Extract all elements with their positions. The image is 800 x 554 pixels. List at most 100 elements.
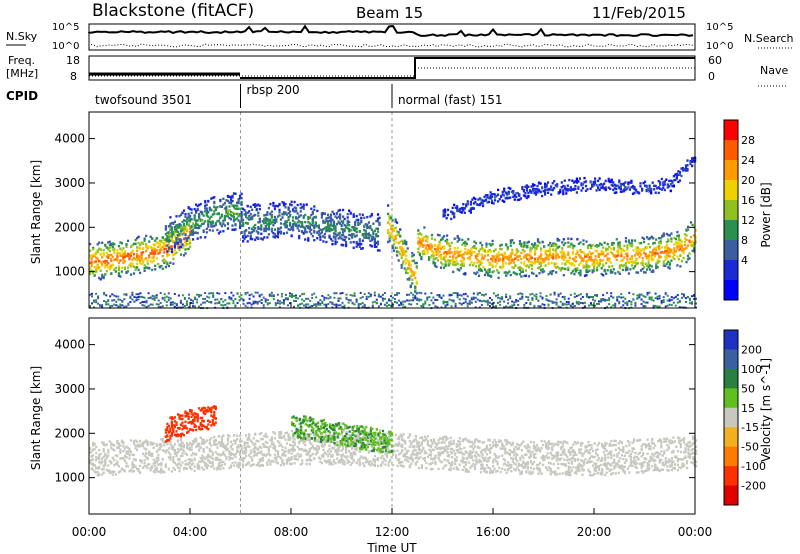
colorbar-tick-6: 4 bbox=[741, 254, 748, 267]
colorbar-cell-4 bbox=[724, 407, 738, 428]
velocity-feature-0 bbox=[89, 430, 698, 477]
colorbar-tick-2: 50 bbox=[741, 382, 755, 395]
date-label: 11/Feb/2015 bbox=[592, 4, 686, 22]
colorbar-tick-5: -50 bbox=[741, 441, 759, 454]
cpid-label: CPID bbox=[6, 89, 38, 103]
colorbar-cell-0 bbox=[724, 120, 738, 141]
y-tick-label-1: 2000 bbox=[54, 426, 85, 440]
colorbar-cell-7 bbox=[724, 466, 738, 487]
colorbar-cell-5 bbox=[724, 427, 738, 448]
colorbar-tick-6: -100 bbox=[741, 460, 766, 473]
noise-left-tick-top: 10^5 bbox=[52, 22, 79, 33]
cpid-segment-0: twofsound 3501 bbox=[95, 93, 192, 107]
freq-tick-bottom: 8 bbox=[70, 70, 77, 83]
velocity-y-ticks: 1000 2000 3000 4000 bbox=[54, 338, 695, 485]
power-y-ticks: 1000 2000 3000 4000 bbox=[54, 132, 695, 279]
colorbar-tick-1: 24 bbox=[741, 154, 755, 167]
noise-search-label: N.Search bbox=[744, 32, 794, 45]
colorbar-tick-2: 20 bbox=[741, 174, 755, 187]
freq-unit: [MHz] bbox=[6, 67, 38, 80]
y-tick-label-2: 3000 bbox=[54, 382, 85, 396]
colorbar-tick-0: 200 bbox=[741, 343, 762, 356]
colorbar-cell-2 bbox=[724, 160, 738, 181]
colorbar-cell-1 bbox=[724, 140, 738, 161]
colorbar-cell-3 bbox=[724, 388, 738, 409]
nave-tick-top: 60 bbox=[708, 54, 722, 67]
colorbar-cell-8 bbox=[724, 280, 738, 301]
noise-right-tick-top: 10^5 bbox=[706, 22, 733, 33]
freq-tick-top: 18 bbox=[66, 54, 80, 67]
velocity-colorbar-label: Velocity [m s^-1] bbox=[759, 358, 773, 462]
power-feature-4 bbox=[417, 221, 697, 280]
colorbar-tick-7: -200 bbox=[741, 480, 766, 493]
colorbar-tick-3: 15 bbox=[741, 402, 755, 415]
colorbar-cell-0 bbox=[724, 330, 738, 350]
colorbar-tick-4: 12 bbox=[741, 214, 755, 227]
y-tick-label-2: 3000 bbox=[54, 176, 85, 190]
x-tick-label-4: 16:00 bbox=[476, 525, 511, 539]
colorbar-cell-8 bbox=[724, 485, 738, 506]
power-near-range-noise bbox=[89, 291, 697, 310]
station-title: Blackstone (fitACF) bbox=[92, 1, 254, 21]
nave-label: Nave bbox=[760, 64, 788, 77]
colorbar-tick-0: 28 bbox=[741, 134, 755, 147]
noise-panel: N.Sky 10^5 10^0 10^5 10^0 N.Search bbox=[6, 22, 794, 52]
freq-label: Freq. bbox=[8, 54, 35, 67]
x-tick-label-3: 12:00 bbox=[375, 525, 410, 539]
colorbar-tick-1: 100 bbox=[741, 363, 762, 376]
velocity-data bbox=[89, 405, 698, 477]
power-data bbox=[89, 156, 697, 310]
nave-line bbox=[89, 67, 695, 77]
noise-right-tick-bottom: 10^0 bbox=[706, 41, 733, 52]
x-tick-label-5: 20:00 bbox=[577, 525, 612, 539]
power-colorbar: 28 24 20 16 12 8 4 bbox=[723, 119, 755, 301]
velocity-feature-1 bbox=[164, 405, 217, 443]
power-feature-3 bbox=[387, 204, 418, 295]
power-feature-1 bbox=[164, 192, 243, 254]
colorbar-cell-6 bbox=[724, 446, 738, 467]
colorbar-tick-3: 16 bbox=[741, 194, 755, 207]
colorbar-cell-2 bbox=[724, 368, 738, 389]
power-feature-2 bbox=[240, 200, 381, 252]
nave-tick-bottom: 0 bbox=[708, 70, 715, 83]
power-y-label: Slant Range [km] bbox=[29, 160, 43, 264]
velocity-y-label: Slant Range [km] bbox=[29, 366, 43, 470]
x-tick-label-0: 00:00 bbox=[72, 525, 107, 539]
x-axis-ticks: 00:00 04:00 08:00 12:00 16:00 20:00 00:00 bbox=[72, 302, 713, 539]
colorbar-cell-6 bbox=[724, 240, 738, 261]
x-axis-title: Time UT bbox=[366, 541, 417, 554]
colorbar-cell-4 bbox=[724, 200, 738, 221]
y-tick-label-0: 1000 bbox=[54, 265, 85, 279]
velocity-feature-2 bbox=[291, 415, 394, 455]
power-panel: 1000 2000 3000 4000 Slant Range [km] bbox=[29, 111, 697, 310]
colorbar-frame bbox=[723, 329, 739, 506]
power-feature-5 bbox=[442, 156, 697, 221]
velocity-colorbar: 200 100 50 15 -15 -50 -100 -200 bbox=[723, 329, 766, 506]
colorbar-cell-1 bbox=[724, 349, 738, 370]
colorbar-cell-7 bbox=[724, 260, 738, 281]
cpid-segments: twofsound 3501 rbsp 200 normal (fast) 151 bbox=[95, 83, 502, 514]
cpid-segment-2: normal (fast) 151 bbox=[398, 93, 502, 107]
power-colorbar-label: Power [dB] bbox=[759, 182, 773, 247]
y-tick-label-3: 4000 bbox=[54, 132, 85, 146]
y-tick-label-1: 2000 bbox=[54, 220, 85, 234]
colorbar-tick-4: -15 bbox=[741, 421, 759, 434]
colorbar-cell-5 bbox=[724, 220, 738, 241]
noise-sky-line bbox=[88, 24, 694, 38]
colorbar-frame bbox=[723, 119, 739, 301]
freq-line bbox=[240, 57, 695, 79]
y-tick-label-3: 4000 bbox=[54, 338, 85, 352]
y-tick-label-0: 1000 bbox=[54, 471, 85, 485]
x-tick-label-6: 00:00 bbox=[678, 525, 713, 539]
beam-label: Beam 15 bbox=[356, 4, 423, 22]
x-tick-label-1: 04:00 bbox=[173, 525, 208, 539]
cpid-segment-1: rbsp 200 bbox=[247, 83, 300, 97]
noise-frame bbox=[88, 23, 696, 51]
colorbar-tick-5: 8 bbox=[741, 234, 748, 247]
noise-sky-label: N.Sky bbox=[6, 30, 38, 43]
freq-panel: Freq. [MHz] 18 8 60 0 Nave bbox=[6, 54, 788, 87]
x-tick-label-2: 08:00 bbox=[274, 525, 309, 539]
velocity-panel: 1000 2000 3000 4000 Slant Range [km] bbox=[29, 317, 698, 515]
noise-left-tick-bottom: 10^0 bbox=[52, 41, 79, 52]
